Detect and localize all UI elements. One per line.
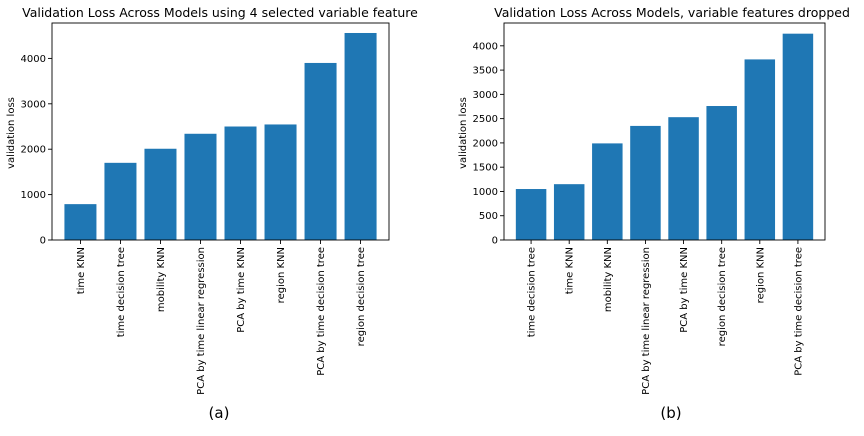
chart-a: Validation Loss Across Models using 4 se… — [6, 5, 418, 422]
chart-a-bars — [64, 32, 377, 241]
y-tick-label: 2000 — [473, 138, 498, 149]
y-tick-label: 500 — [479, 211, 498, 222]
chart-b-title: Validation Loss Across Models, variable … — [494, 5, 850, 20]
y-tick-label: 0 — [40, 236, 46, 247]
y-tick-label: 2000 — [21, 145, 46, 156]
y-tick-label: 1000 — [21, 190, 46, 201]
bar — [224, 126, 257, 240]
bar — [144, 148, 177, 240]
chart-a-caption: (a) — [209, 404, 230, 422]
x-tick-label: PCA by time KNN — [236, 247, 247, 333]
y-tick-label: 0 — [492, 236, 498, 247]
x-tick-label: region decision tree — [717, 247, 728, 346]
bar — [304, 62, 337, 240]
x-tick-label: region decision tree — [356, 247, 367, 346]
y-tick-label: 3000 — [21, 99, 46, 110]
chart-a-title: Validation Loss Across Models using 4 se… — [22, 5, 418, 20]
x-tick-label: time decision tree — [116, 247, 127, 337]
chart-a-frame — [51, 22, 390, 241]
y-tick-label: 2500 — [473, 114, 498, 125]
x-tick-label: time decision tree — [527, 247, 538, 337]
bar — [64, 204, 97, 240]
chart-b-y-axis: 0 500 1000 1500 2000 2500 3000 3500 4000 — [473, 41, 504, 247]
y-tick-label: 1500 — [473, 163, 498, 174]
x-tick-label: PCA by time linear regression — [196, 247, 207, 395]
chart-b-frame — [503, 22, 826, 241]
chart-b-caption: (b) — [660, 404, 681, 422]
x-tick-label: time KNN — [565, 247, 576, 294]
bar — [553, 184, 585, 240]
chart-b-ylabel: validation loss — [458, 97, 469, 169]
x-tick-label: region KNN — [755, 247, 766, 303]
y-tick-label: 4000 — [473, 41, 498, 52]
chart-a-y-axis: 0 1000 2000 3000 4000 — [21, 54, 52, 247]
chart-b-bars — [515, 33, 814, 241]
chart-a-ylabel: validation loss — [6, 97, 17, 169]
bar — [744, 59, 776, 241]
y-tick-label: 3000 — [473, 90, 498, 101]
chart-a-x-axis: time KNN time decision tree mobility KNN PC… — [76, 240, 367, 395]
x-tick-label: PCA by time KNN — [679, 247, 690, 333]
bar — [344, 32, 377, 241]
bar — [104, 162, 137, 240]
bar — [668, 117, 699, 240]
y-tick-label: 3500 — [473, 66, 498, 77]
x-tick-label: time KNN — [76, 247, 87, 294]
bar — [706, 106, 737, 240]
x-tick-label: PCA by time linear regression — [641, 247, 652, 395]
x-tick-label: region KNN — [276, 247, 287, 303]
chart-b: Validation Loss Across Models, variable … — [458, 5, 850, 422]
y-tick-label: 1000 — [473, 187, 498, 198]
y-tick-label: 4000 — [21, 54, 46, 65]
x-tick-label: mobility KNN — [156, 247, 167, 312]
bar — [782, 33, 814, 241]
x-tick-label: mobility KNN — [603, 247, 614, 312]
x-tick-label: PCA by time decision tree — [316, 247, 327, 376]
chart-b-x-axis: time decision tree time KNN mobility KNN PC… — [527, 240, 804, 395]
bar — [515, 189, 547, 240]
bar — [592, 143, 623, 240]
bar — [630, 125, 661, 240]
bar — [184, 133, 217, 240]
bar — [264, 124, 297, 240]
x-tick-label: PCA by time decision tree — [793, 247, 804, 376]
